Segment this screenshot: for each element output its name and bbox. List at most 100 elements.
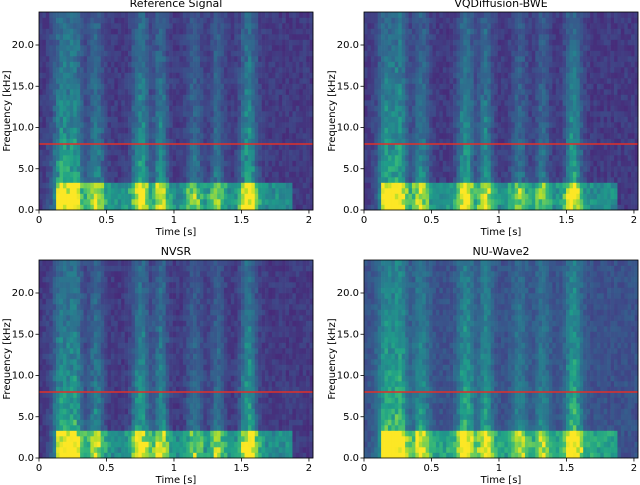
spectrogram-cell bbox=[124, 166, 129, 172]
spectrogram-cell bbox=[220, 193, 225, 200]
spectrogram-cell bbox=[117, 61, 122, 68]
spectrogram-cell bbox=[206, 94, 211, 101]
spectrogram-cell bbox=[408, 23, 413, 29]
spectrogram-cell bbox=[542, 182, 546, 189]
spectrogram-cell bbox=[501, 171, 505, 178]
spectrogram-cell bbox=[374, 61, 378, 68]
spectrogram-cell bbox=[466, 149, 471, 156]
spectrogram-cell bbox=[56, 89, 60, 95]
spectrogram-cell bbox=[237, 67, 242, 73]
spectrogram-cell bbox=[518, 127, 522, 134]
spectrogram-cell bbox=[504, 204, 509, 211]
spectrogram-cell bbox=[387, 23, 392, 29]
spectrogram-cell bbox=[124, 155, 129, 161]
spectrogram-cell bbox=[148, 166, 153, 172]
spectrogram-cell bbox=[145, 160, 149, 167]
spectrogram-cell bbox=[411, 50, 416, 57]
spectrogram-cell bbox=[535, 144, 539, 150]
spectrogram-cell bbox=[545, 72, 550, 79]
spectrogram-cell bbox=[518, 45, 522, 51]
spectrogram-cell bbox=[490, 171, 495, 178]
spectrogram-cell bbox=[66, 188, 71, 194]
spectrogram-cell bbox=[521, 199, 526, 205]
spectrogram-cell bbox=[52, 34, 57, 40]
spectrogram-cell bbox=[377, 149, 382, 156]
spectrogram-cell bbox=[234, 50, 238, 57]
spectrogram-cell bbox=[76, 111, 81, 117]
spectrogram-cell bbox=[487, 45, 492, 51]
spectrogram-cell bbox=[203, 34, 208, 40]
spectrogram-cell bbox=[302, 56, 307, 62]
spectrogram-cell bbox=[545, 23, 550, 29]
spectrogram-cell bbox=[69, 188, 74, 194]
spectrogram-cell bbox=[456, 45, 461, 51]
spectrogram-cell bbox=[292, 39, 297, 46]
spectrogram-cell bbox=[289, 188, 293, 194]
spectrogram-cell bbox=[227, 61, 232, 68]
spectrogram-cell bbox=[295, 89, 300, 95]
spectrogram-cell bbox=[182, 67, 187, 73]
spectrogram-cell bbox=[247, 199, 252, 205]
spectrogram-cell bbox=[289, 160, 293, 167]
spectrogram-cell bbox=[234, 149, 238, 156]
spectrogram-cell bbox=[429, 17, 433, 24]
spectrogram-cell bbox=[507, 83, 512, 90]
spectrogram-cell bbox=[278, 61, 283, 68]
spectrogram-cell bbox=[377, 67, 382, 73]
spectrogram-cell bbox=[374, 12, 378, 18]
spectrogram-cell bbox=[223, 116, 228, 123]
spectrogram-cell bbox=[62, 188, 67, 194]
spectrogram-cell bbox=[62, 122, 67, 128]
spectrogram-cell bbox=[179, 78, 184, 84]
spectrogram-cell bbox=[418, 199, 423, 205]
spectrogram-cell bbox=[230, 199, 235, 205]
spectrogram-cell bbox=[401, 149, 406, 156]
spectrogram-cell bbox=[203, 166, 208, 172]
spectrogram-cell bbox=[241, 89, 245, 95]
spectrogram-cell bbox=[391, 72, 396, 79]
spectrogram-cell bbox=[501, 17, 505, 24]
spectrogram-cell bbox=[405, 17, 409, 24]
spectrogram-cell bbox=[227, 199, 232, 205]
spectrogram-cell bbox=[86, 116, 91, 123]
spectrogram-cell bbox=[514, 56, 519, 62]
spectrogram-cell bbox=[299, 28, 304, 35]
spectrogram-cell bbox=[227, 166, 232, 172]
spectrogram-cell bbox=[555, 28, 560, 35]
spectrogram-cell bbox=[56, 105, 60, 112]
spectrogram-cell bbox=[364, 45, 368, 51]
spectrogram-cell bbox=[453, 61, 457, 68]
spectrogram-cell bbox=[128, 166, 132, 172]
spectrogram-cell bbox=[306, 56, 310, 62]
spectrogram-cell bbox=[107, 182, 112, 189]
spectrogram-cell bbox=[62, 199, 67, 205]
spectrogram-cell bbox=[425, 204, 430, 211]
spectrogram-cell bbox=[56, 149, 60, 156]
spectrogram-cell bbox=[169, 39, 173, 46]
spectrogram-cell bbox=[237, 193, 242, 200]
spectrogram-cell bbox=[405, 78, 409, 84]
spectrogram-cell bbox=[295, 94, 300, 101]
spectrogram-cell bbox=[405, 61, 409, 68]
spectrogram-cell bbox=[545, 166, 550, 172]
spectrogram-cell bbox=[162, 188, 167, 194]
spectrogram-cell bbox=[182, 83, 187, 90]
spectrogram-cell bbox=[134, 188, 139, 194]
spectrogram-cell bbox=[158, 177, 163, 183]
spectrogram-cell bbox=[59, 67, 64, 73]
spectrogram-cell bbox=[542, 149, 546, 156]
spectrogram-cell bbox=[507, 34, 512, 40]
spectrogram-cell bbox=[555, 34, 560, 40]
spectrogram-cell bbox=[504, 56, 509, 62]
spectrogram-cell bbox=[446, 45, 450, 51]
spectrogram-cell bbox=[456, 100, 461, 106]
spectrogram-cell bbox=[463, 45, 468, 51]
spectrogram-cell bbox=[377, 193, 382, 200]
spectrogram-cell bbox=[367, 193, 372, 200]
spectrogram-cell bbox=[80, 149, 84, 156]
spectrogram-cell bbox=[524, 61, 529, 68]
spectrogram-cell bbox=[56, 67, 60, 73]
spectrogram-cell bbox=[83, 138, 88, 145]
spectrogram-cell bbox=[299, 193, 304, 200]
spectrogram-cell bbox=[203, 204, 208, 211]
